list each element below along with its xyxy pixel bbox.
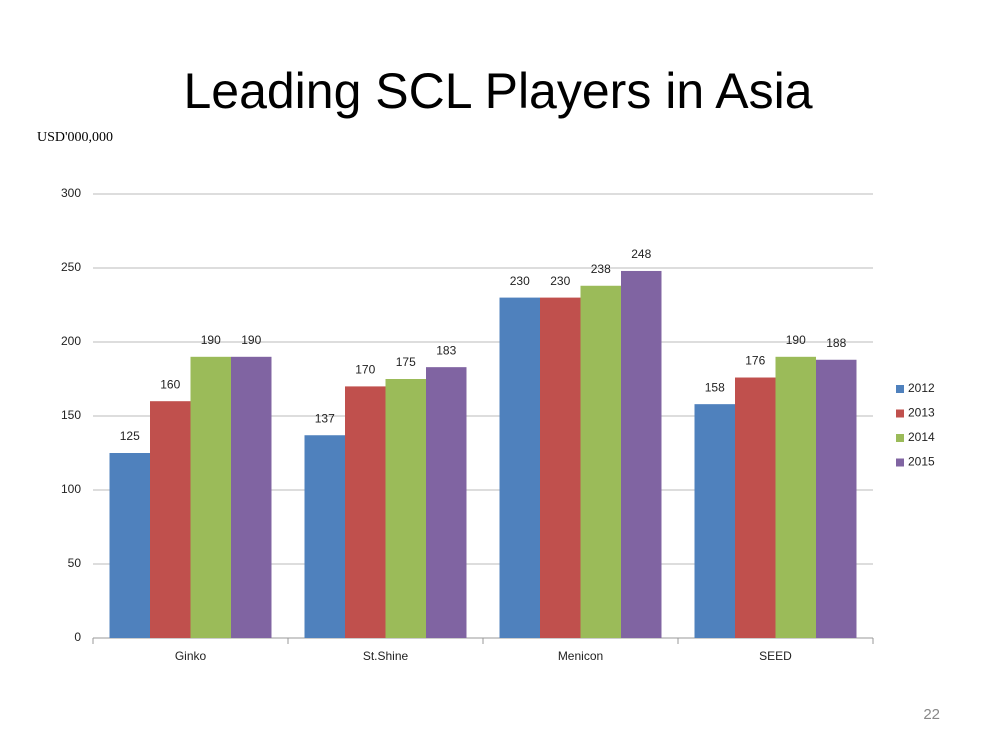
data-label: 183 — [436, 343, 456, 357]
bar — [499, 297, 540, 638]
data-label: 137 — [315, 411, 335, 425]
data-label: 160 — [160, 377, 180, 391]
bar — [385, 379, 426, 638]
bar — [304, 435, 345, 638]
data-label: 188 — [826, 336, 846, 350]
x-tick-label: Ginko — [175, 649, 207, 663]
bar — [426, 367, 467, 638]
data-label: 190 — [201, 333, 221, 347]
y-tick-label: 250 — [61, 260, 81, 274]
y-tick-label: 100 — [61, 482, 81, 496]
legend-label: 2012 — [908, 381, 935, 395]
bar — [150, 401, 191, 638]
data-label: 158 — [705, 380, 725, 394]
y-tick-label: 0 — [74, 630, 81, 644]
data-label: 125 — [120, 429, 140, 443]
bar — [231, 356, 272, 638]
x-tick-label: St.Shine — [363, 649, 409, 663]
data-label: 238 — [591, 262, 611, 276]
data-label: 170 — [355, 363, 375, 377]
bar — [190, 356, 231, 638]
legend-label: 2015 — [908, 455, 935, 469]
data-label: 175 — [396, 355, 416, 369]
data-label: 190 — [786, 333, 806, 347]
x-tick-label: SEED — [759, 649, 792, 663]
data-label: 190 — [241, 333, 261, 347]
x-tick-label: Menicon — [558, 649, 603, 663]
data-label: 248 — [631, 247, 651, 261]
data-label: 176 — [745, 354, 765, 368]
data-label: 230 — [550, 274, 570, 288]
bar — [694, 404, 735, 638]
legend-swatch — [896, 385, 904, 393]
bar — [621, 270, 662, 638]
bar — [109, 453, 150, 638]
legend-label: 2013 — [908, 406, 935, 420]
chart-title: Leading SCL Players in Asia — [183, 63, 812, 119]
legend-swatch — [896, 434, 904, 442]
y-tick-label: 50 — [68, 556, 82, 570]
data-label: 230 — [510, 274, 530, 288]
page-number: 22 — [923, 706, 940, 723]
y-axis-unit: USD'000,000 — [37, 130, 113, 145]
y-tick-label: 300 — [61, 186, 81, 200]
legend-swatch — [896, 458, 904, 467]
bar — [735, 377, 776, 638]
bar — [775, 356, 816, 638]
bar — [345, 386, 386, 638]
bar — [540, 297, 581, 638]
legend-label: 2014 — [908, 430, 935, 444]
bar — [816, 359, 857, 638]
legend-swatch — [896, 409, 904, 418]
y-tick-label: 200 — [61, 334, 81, 348]
bar — [580, 285, 621, 638]
y-tick-label: 150 — [61, 408, 81, 422]
